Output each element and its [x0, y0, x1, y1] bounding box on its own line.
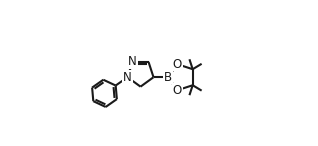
- Text: O: O: [173, 58, 182, 71]
- Text: O: O: [173, 84, 182, 97]
- Text: N: N: [123, 71, 132, 84]
- Text: B: B: [164, 71, 172, 84]
- Text: N: N: [128, 55, 137, 68]
